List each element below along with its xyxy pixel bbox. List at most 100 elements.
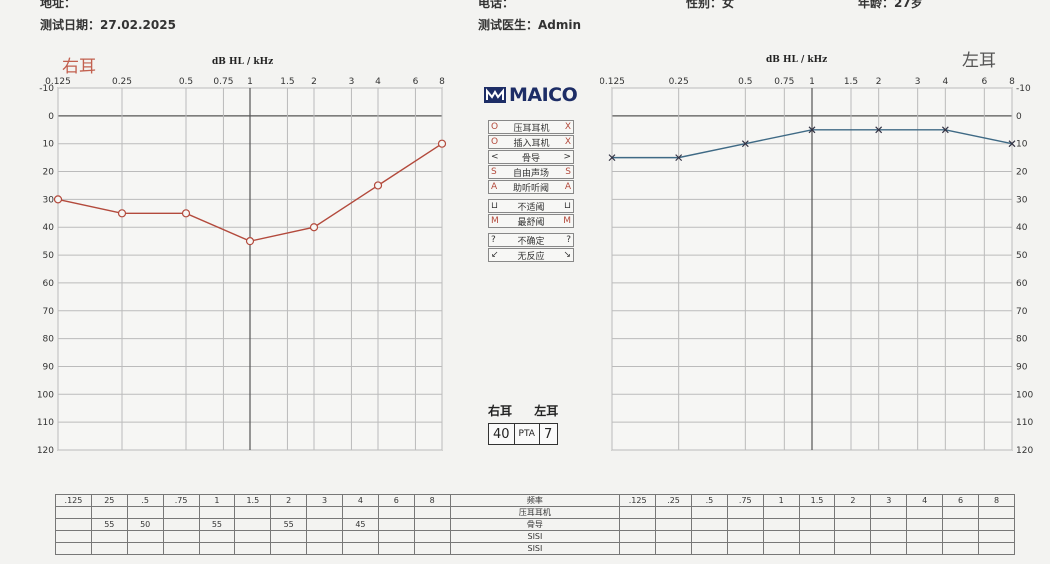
table-cell [619, 506, 657, 519]
data-point [741, 140, 749, 148]
table-cell [977, 542, 1016, 555]
table-cell [834, 530, 872, 543]
table-cell [90, 530, 128, 543]
table-cell [726, 518, 764, 531]
table-cell [619, 542, 657, 555]
x-tick-label: 0.25 [669, 77, 689, 87]
legend-text: 骨导 [521, 153, 540, 164]
y-tick-label: 50 [43, 251, 55, 261]
data-point-stroke [741, 140, 749, 148]
table-cell: 50 [126, 518, 164, 531]
x-tick-label: 1 [247, 77, 253, 87]
table-cell [413, 518, 451, 531]
data-point [373, 181, 383, 190]
y-tick-label: 70 [43, 307, 55, 317]
table-cell [942, 518, 979, 531]
x-tick-label: 4 [375, 77, 381, 87]
legend-right: ↘ [563, 250, 571, 260]
table-cell: 55 [270, 518, 308, 531]
table-cell [726, 506, 764, 519]
pta-left-value: 7 [543, 426, 553, 442]
y-tick-label: 100 [37, 390, 54, 400]
table-cell [234, 506, 272, 519]
table-cell [942, 542, 979, 555]
table-cell [90, 506, 128, 519]
table-cell [413, 506, 451, 519]
y-tick-label: 30 [43, 195, 55, 205]
data-point [53, 195, 63, 204]
table-cell: .5 [126, 494, 164, 507]
table-cell [619, 530, 657, 543]
y-tick-label: 100 [1016, 390, 1033, 400]
table-cell [342, 530, 379, 543]
table-cell [126, 530, 164, 543]
data-point-stroke [875, 126, 883, 134]
table-cell [798, 518, 836, 531]
table-cell: 55 [90, 518, 128, 531]
data-point-stroke [808, 126, 816, 134]
table-cell [126, 506, 164, 519]
table-cell [342, 542, 379, 555]
table-cell [55, 506, 92, 519]
table-cell [977, 518, 1016, 531]
data-point [245, 237, 255, 246]
table-row: 压耳耳机 [55, 506, 1016, 519]
x-tick-label: 0.125 [600, 77, 625, 87]
table-cell [55, 518, 92, 531]
table-cell: 1 [198, 494, 236, 507]
table-cell: .25 [655, 494, 692, 507]
table-cell [977, 530, 1016, 543]
x-tick-label: 6 [981, 77, 987, 87]
table-cell [870, 530, 908, 543]
x-tick-label: 0.75 [774, 77, 794, 87]
pta-label: PTA [513, 424, 540, 444]
left-ear-title: 左耳 [962, 51, 996, 71]
table-cell: 8 [413, 494, 451, 507]
table-cell [690, 506, 728, 519]
x-tick-label: 0.25 [112, 77, 132, 87]
table-cell [834, 518, 872, 531]
right-ear-title: 右耳 [62, 57, 96, 77]
table-cell [870, 542, 908, 555]
table-cell [90, 542, 128, 555]
legend-right: X [564, 122, 571, 132]
y-tick-label: -10 [39, 84, 54, 94]
legend-item: ⊔ 不适阈 ⊔ [488, 199, 574, 213]
table-cell [198, 530, 236, 543]
table-row: SISI [55, 530, 1016, 543]
data-point [808, 126, 816, 134]
legend-text: 插入耳机 [513, 138, 550, 149]
table-cell: 1 [762, 494, 800, 507]
legend-right: M [563, 216, 571, 226]
x-tick-label: 8 [1009, 77, 1015, 87]
table-cell [655, 506, 692, 519]
legend-item: O 压耳耳机 X [488, 120, 574, 134]
y-tick-label: 60 [43, 279, 55, 289]
table-row-label: SISI [449, 530, 621, 543]
results-table: .125 25.5.75 1 1.5 2 3 4 6 8 频率 .125.25.5.75 1 1.5 2 3… [55, 494, 1016, 555]
legend-left: ↙ [491, 250, 499, 260]
pta-summary: 右耳 左耳 40 PTA 7 [488, 402, 559, 445]
table-row: .125 25.5.75 1 1.5 2 3 4 6 8 频率 .125.25.5.75 1 1.5 2 3… [55, 494, 1016, 507]
y-tick-label: 10 [43, 140, 55, 150]
table-cell [762, 542, 800, 555]
table-cell [906, 506, 944, 519]
table-cell [306, 542, 343, 555]
x-tick-label: 1.5 [844, 77, 858, 87]
table-cell [377, 506, 415, 519]
y-tick-label: 120 [37, 446, 54, 456]
table-cell [906, 542, 944, 555]
legend-right: X [564, 137, 571, 147]
table-cell [762, 530, 800, 543]
table-cell [198, 542, 236, 555]
legend-left: < [491, 152, 499, 162]
x-tick-label: 0.75 [213, 77, 233, 87]
right-chart-unit: dB HL / kHz [212, 57, 274, 67]
data-point-stroke [608, 154, 616, 162]
y-tick-label: 20 [43, 168, 55, 178]
x-tick-label: 4 [942, 77, 948, 87]
y-tick-label: 50 [1016, 251, 1028, 261]
table-cell [162, 530, 200, 543]
table-cell [798, 506, 836, 519]
data-point [875, 126, 883, 134]
